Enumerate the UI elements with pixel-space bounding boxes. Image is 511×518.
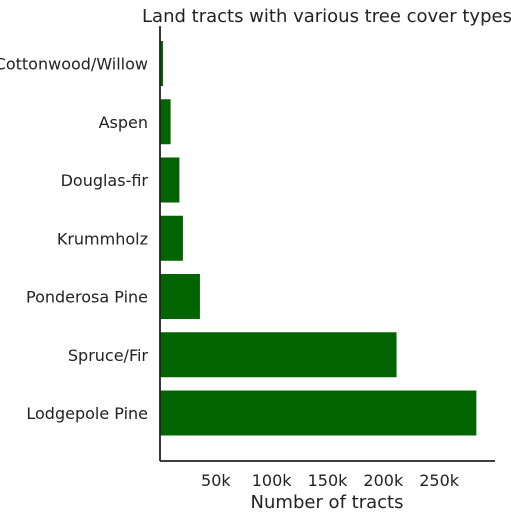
category-label: Aspen	[99, 113, 148, 132]
x-tick-label: 100k	[252, 471, 293, 490]
bar-cottonwood-willow	[160, 41, 164, 86]
x-tick-label: 50k	[201, 471, 231, 490]
x-tick-label: 150k	[308, 471, 349, 490]
bar-lodgepole-pine	[160, 390, 477, 436]
category-label: Lodgepole Pine	[26, 404, 148, 423]
bar-spruce-fir	[160, 332, 397, 378]
category-label: Spruce/Fir	[68, 346, 149, 365]
x-tick-label: 250k	[419, 471, 460, 490]
category-label: Krummholz	[57, 229, 148, 248]
category-label: Ponderosa Pine	[26, 288, 148, 307]
category-label: Cottonwood/Willow	[0, 55, 148, 74]
x-tick-labels: 50k 100k 150k 200k 250k	[201, 471, 460, 490]
x-axis-label: Number of tracts	[251, 492, 404, 513]
bar-aspen	[160, 99, 171, 145]
bar-krummholz	[160, 215, 183, 261]
bar-douglas-fir	[160, 157, 180, 203]
x-tick-label: 200k	[363, 471, 404, 490]
category-label: Douglas-fir	[61, 171, 149, 190]
category-labels: Cottonwood/Willow Aspen Douglas-fir Krummho…	[0, 55, 148, 424]
bars-group	[160, 41, 477, 436]
bar-ponderosa-pine	[160, 274, 200, 319]
chart-title: Land tracts with various tree cover type…	[142, 6, 511, 27]
